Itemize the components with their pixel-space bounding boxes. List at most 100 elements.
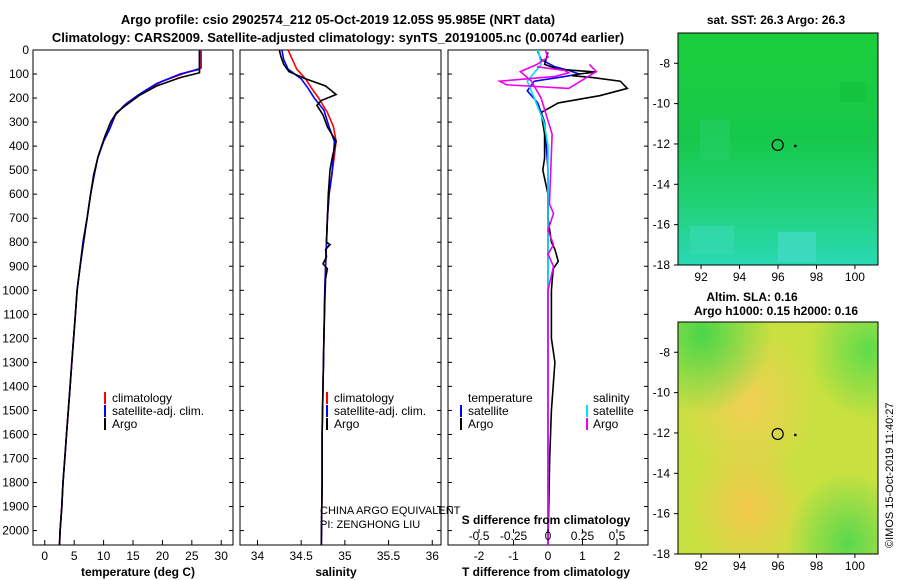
temperature-legend: climatology satellite-adj. clim. Argo — [104, 391, 204, 431]
temperature-plot-frame — [32, 49, 234, 546]
depth-tick-label: 900 — [9, 259, 29, 273]
map-y-tick-label: -16 — [653, 507, 671, 521]
salinity-legend: climatology satellite-adj. clim. Argo — [326, 391, 426, 431]
depth-tick-label: 100 — [9, 67, 29, 81]
depth-tick-label: 1400 — [2, 379, 29, 393]
x-tick-label: 2 — [614, 549, 621, 563]
map-y-tick-label: -8 — [659, 56, 670, 70]
map-y-tick-label: -18 — [653, 547, 671, 561]
x-tick-label: 15 — [126, 549, 140, 563]
sla-map-panel: Altim. SLA: 0.16 Argo h1000: 0.15 h2000:… — [653, 290, 879, 573]
difference-x-axis: -2 -1 0 1 2 — [474, 540, 621, 563]
x-tick-label: 36 — [426, 549, 440, 563]
map-y-tick-label: -12 — [653, 137, 671, 151]
x-tick-label: -1 — [508, 549, 519, 563]
float-agency-label: CHINA ARGO EQUIVALENT — [320, 505, 461, 517]
series-line-extra — [496, 63, 598, 90]
legend-swatch-satellite — [326, 405, 328, 417]
x-tick-label: 34 — [251, 549, 265, 563]
difference-series — [496, 49, 629, 546]
s-tick-label: -0.5 — [469, 529, 490, 543]
depth-tick-label: 200 — [9, 91, 29, 105]
legend-label-t-satellite: satellite — [468, 404, 509, 418]
depth-tick-label: 1100 — [3, 307, 29, 321]
legend-label-t-argo: Argo — [468, 417, 494, 431]
depth-tick-label: 1000 — [2, 283, 29, 297]
legend-swatch-argo — [104, 418, 106, 430]
temperature-series — [58, 50, 202, 546]
depth-tick-label: 600 — [9, 187, 29, 201]
map-x-tick-label: 96 — [771, 270, 785, 284]
x-tick-label: 35.5 — [377, 549, 401, 563]
salinity-series — [278, 49, 338, 546]
depth-tick-label: 1800 — [2, 476, 29, 490]
sst-map-panel: sat. SST: 26.3 Argo: 26.3 92 94 96 98 100 -8 -… — [653, 13, 879, 284]
t-difference-axis-label: T difference from climatology — [462, 565, 630, 579]
sla-map-subtitle: Argo h1000: 0.15 h2000: 0.16 — [694, 304, 858, 318]
legend-title-temperature: temperature — [468, 391, 533, 405]
depth-tick-label: 700 — [9, 211, 29, 225]
difference-panel: -2 -1 0 1 2 -0.5 -0.25 0 0.25 0.5 T difference f… — [447, 49, 649, 579]
depth-tick-label: 0 — [22, 43, 29, 57]
depth-tick-label: 300 — [9, 115, 29, 129]
salinity-panel: 34 34.5 35 35.5 36 salinity climatology sate… — [239, 49, 461, 579]
s-difference-axis-label: S difference from climatology — [462, 513, 631, 527]
depth-tick-label: 800 — [9, 235, 29, 249]
sst-map-title: sat. SST: 26.3 Argo: 26.3 — [707, 13, 846, 27]
map-x-tick-label: 100 — [845, 270, 865, 284]
imos-credit: ©IMOS 15-Oct-2019 11:40:27 — [884, 403, 896, 548]
sst-map-axes: 92 94 96 98 100 -8 -10 -12 -14 -16 -18 — [653, 56, 866, 284]
map-x-tick-label: 98 — [810, 559, 824, 573]
map-y-tick-label: -14 — [653, 177, 671, 191]
series-line-argo — [278, 49, 338, 546]
depth-axis: 0 100 200 300 400 500 600 700 800 900 1000 1100 1200… — [2, 43, 29, 538]
legend-label-argo: Argo — [334, 417, 360, 431]
float-position-marker — [771, 427, 784, 441]
map-y-tick-label: -10 — [653, 97, 671, 111]
series-line-t-satellite — [526, 50, 583, 545]
depth-tick-label: 1600 — [2, 427, 29, 441]
depth-tick-label: 2000 — [2, 524, 29, 538]
temperature-x-axis: 0 5 10 15 20 25 30 — [33, 49, 233, 563]
legend-swatch-s-satellite — [586, 405, 588, 417]
figure-title-line1: Argo profile: csio 2902574_212 05-Oct-20… — [121, 12, 555, 27]
legend-label-climatology: climatology — [334, 391, 394, 405]
legend-swatch-argo — [326, 418, 328, 430]
legend-label-s-argo: Argo — [593, 417, 619, 431]
difference-depth-ticks — [448, 49, 648, 532]
depth-tick-label: 1900 — [2, 500, 29, 514]
salinity-x-axis: 34 34.5 35 35.5 36 — [251, 540, 439, 563]
float-pi-label: PI: ZENGHONG LIU — [320, 519, 420, 531]
legend-swatch-climatology — [326, 392, 328, 404]
map-y-tick-label: -14 — [653, 466, 671, 480]
s-tick-label: 0.25 — [571, 529, 595, 543]
sst-map-cloud-patch — [690, 226, 734, 254]
depth-tick-label: 1500 — [2, 403, 29, 417]
depth-tick-label: 1200 — [2, 331, 29, 345]
legend-label-satellite: satellite-adj. clim. — [112, 404, 204, 418]
map-x-tick-label: 96 — [771, 559, 785, 573]
series-line-climatology — [58, 50, 202, 546]
series-line-satellite-adj-clim- — [58, 50, 201, 546]
salinity-depth-ticks — [240, 49, 441, 532]
legend-swatch-t-argo — [460, 418, 462, 430]
salinity-plot-frame — [239, 49, 442, 546]
sst-map-cloud-patch — [778, 232, 816, 262]
x-tick-label: 34.5 — [289, 549, 313, 563]
map-x-tick-label: 94 — [733, 270, 747, 284]
difference-legend: temperature satellite Argo salinity sate… — [460, 391, 634, 431]
sla-map-markers — [771, 427, 797, 441]
sla-map-axes: 92 94 96 98 100 -8 -10 -12 -14 -16 -18 — [653, 345, 866, 573]
temperature-panel: 0100200300400500600700800900100011001200… — [2, 43, 234, 579]
legend-swatch-satellite — [104, 405, 106, 417]
temperature-axis-label: temperature (deg C) — [81, 565, 195, 579]
map-x-tick-label: 92 — [694, 270, 708, 284]
depth-tick-label: 1700 — [2, 451, 29, 465]
map-y-tick-label: -18 — [653, 258, 671, 272]
series-line-s-satellite — [526, 49, 549, 545]
legend-swatch-s-argo — [586, 418, 588, 430]
float-position-marker — [771, 138, 784, 152]
map-x-tick-label: 100 — [845, 559, 865, 573]
figure-title-line2: Climatology: CARS2009. Satellite-adjuste… — [52, 30, 624, 45]
